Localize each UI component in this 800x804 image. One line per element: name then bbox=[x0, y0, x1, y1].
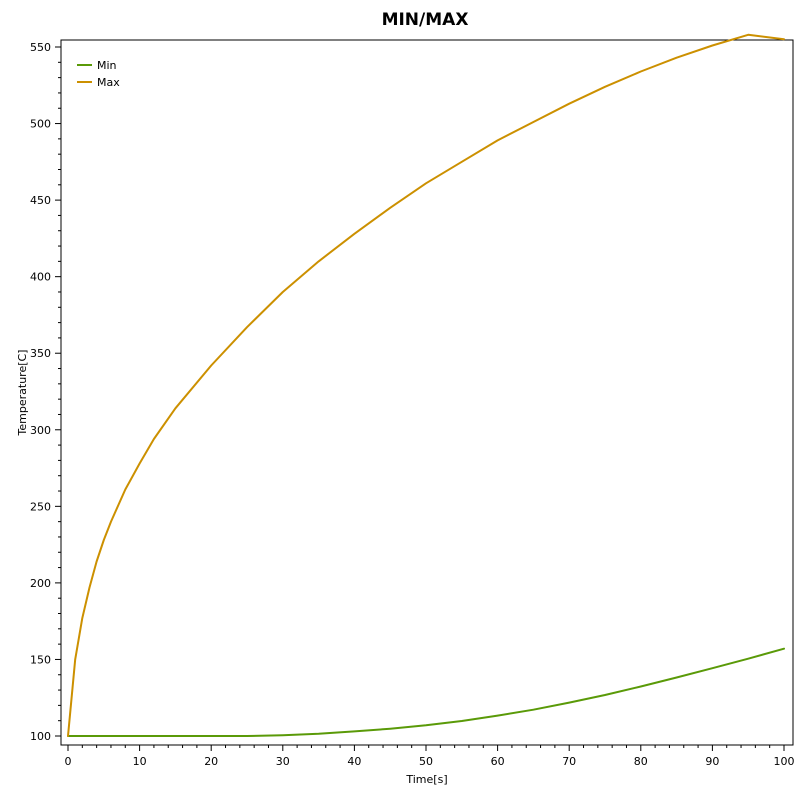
series-line-min bbox=[67, 647, 785, 737]
y-tick-label: 250 bbox=[30, 500, 51, 513]
x-tick-label: 40 bbox=[347, 755, 361, 768]
x-tick-label: 10 bbox=[133, 755, 147, 768]
y-axis-label: Temperature[C] bbox=[16, 350, 29, 437]
y-tick-label: 500 bbox=[30, 118, 51, 131]
y-tick-label: 550 bbox=[30, 41, 51, 54]
legend: Min Max bbox=[77, 59, 120, 89]
legend-label-min: Min bbox=[97, 59, 117, 72]
legend-label-max: Max bbox=[97, 76, 120, 89]
chart-title: MIN/MAX bbox=[381, 10, 469, 30]
x-tick-label: 90 bbox=[705, 755, 719, 768]
x-tick-label: 100 bbox=[774, 755, 795, 768]
y-tick-label: 450 bbox=[30, 194, 51, 207]
series-line-max bbox=[67, 33, 785, 737]
x-tick-label: 30 bbox=[276, 755, 290, 768]
y-tick-label: 100 bbox=[30, 730, 51, 743]
x-tick-label: 0 bbox=[65, 755, 72, 768]
y-tick-label: 350 bbox=[30, 347, 51, 360]
x-tick-label: 70 bbox=[562, 755, 576, 768]
x-tick-label: 50 bbox=[419, 755, 433, 768]
y-tick-label: 150 bbox=[30, 653, 51, 666]
x-tick-label: 80 bbox=[634, 755, 648, 768]
plot-frame bbox=[60, 39, 794, 746]
x-axis-label: Time[s] bbox=[405, 773, 447, 786]
y-tick-label: 200 bbox=[30, 577, 51, 590]
x-tick-label: 60 bbox=[491, 755, 505, 768]
x-tick-label: 20 bbox=[204, 755, 218, 768]
y-tick-label: 400 bbox=[30, 271, 51, 284]
y-tick-label: 300 bbox=[30, 424, 51, 437]
